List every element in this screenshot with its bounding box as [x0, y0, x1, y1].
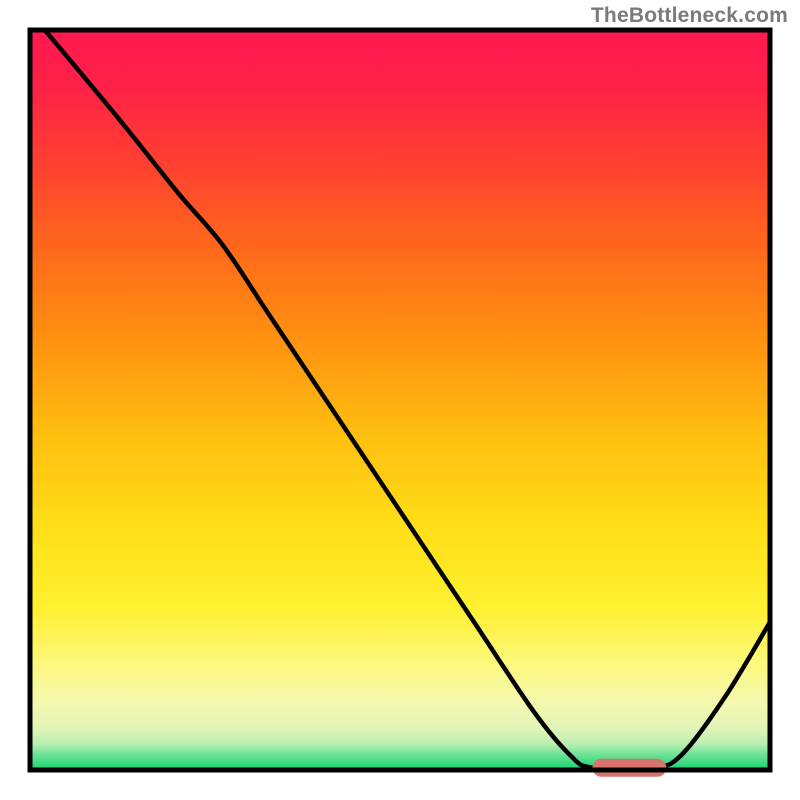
chart-container: TheBottleneck.com — [0, 0, 800, 800]
plot-background — [30, 30, 770, 770]
bottleneck-chart — [0, 0, 800, 800]
watermark-text: TheBottleneck.com — [591, 4, 788, 28]
